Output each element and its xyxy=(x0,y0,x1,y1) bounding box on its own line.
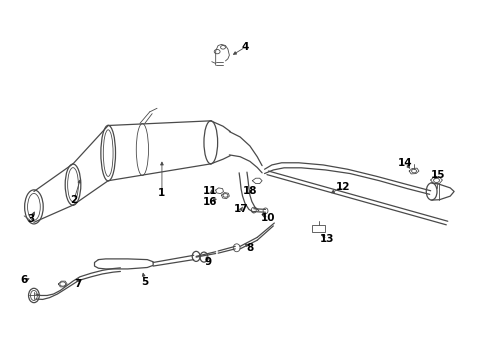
Text: 1: 1 xyxy=(158,188,166,198)
Bar xyxy=(313,225,325,231)
Text: 8: 8 xyxy=(246,243,253,253)
Text: 13: 13 xyxy=(320,234,334,244)
Text: 11: 11 xyxy=(202,186,217,196)
Text: 6: 6 xyxy=(21,275,28,285)
Text: 9: 9 xyxy=(205,257,212,267)
Text: 18: 18 xyxy=(243,186,257,197)
Text: 10: 10 xyxy=(261,213,276,222)
Text: 15: 15 xyxy=(431,170,445,180)
Text: 2: 2 xyxy=(71,195,77,205)
Text: 17: 17 xyxy=(234,204,248,215)
Text: 5: 5 xyxy=(141,277,148,287)
Text: 14: 14 xyxy=(398,158,413,168)
Text: 3: 3 xyxy=(27,215,35,224)
Text: 12: 12 xyxy=(336,182,350,192)
Text: 4: 4 xyxy=(241,42,249,52)
Text: 16: 16 xyxy=(202,197,217,207)
Text: 7: 7 xyxy=(74,279,81,289)
